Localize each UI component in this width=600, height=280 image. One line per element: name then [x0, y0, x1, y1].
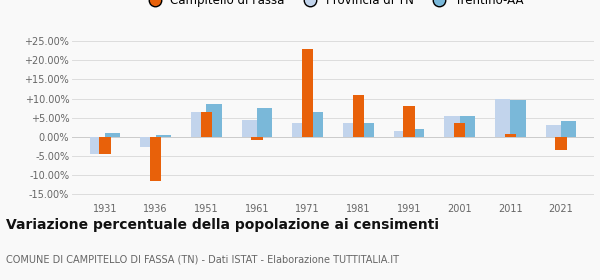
Bar	[505, 134, 516, 137]
Bar	[353, 95, 364, 137]
Bar	[445, 116, 460, 137]
Bar	[495, 99, 511, 137]
Bar	[206, 104, 221, 137]
Bar	[191, 112, 206, 137]
Bar	[454, 123, 466, 137]
Bar	[343, 123, 358, 137]
Bar	[251, 137, 263, 140]
Bar	[150, 137, 161, 181]
Bar	[561, 122, 576, 137]
Legend: Campitello di Fassa, Provincia di TN, Trentino-AA: Campitello di Fassa, Provincia di TN, Tr…	[138, 0, 528, 11]
Bar	[358, 123, 374, 137]
Bar	[511, 101, 526, 137]
Bar	[302, 49, 313, 137]
Text: COMUNE DI CAMPITELLO DI FASSA (TN) - Dati ISTAT - Elaborazione TUTTITALIA.IT: COMUNE DI CAMPITELLO DI FASSA (TN) - Dat…	[6, 255, 399, 265]
Bar	[155, 135, 171, 137]
Bar	[257, 108, 272, 137]
Text: Variazione percentuale della popolazione ai censimenti: Variazione percentuale della popolazione…	[6, 218, 439, 232]
Bar	[409, 129, 424, 137]
Bar	[99, 137, 110, 154]
Bar	[394, 131, 409, 137]
Bar	[556, 137, 567, 150]
Bar	[292, 123, 308, 137]
Bar	[242, 120, 257, 137]
Bar	[460, 116, 475, 137]
Bar	[308, 112, 323, 137]
Bar	[90, 137, 105, 154]
Bar	[140, 137, 155, 147]
Bar	[105, 133, 120, 137]
Bar	[403, 106, 415, 137]
Bar	[200, 112, 212, 137]
Bar	[546, 125, 561, 137]
